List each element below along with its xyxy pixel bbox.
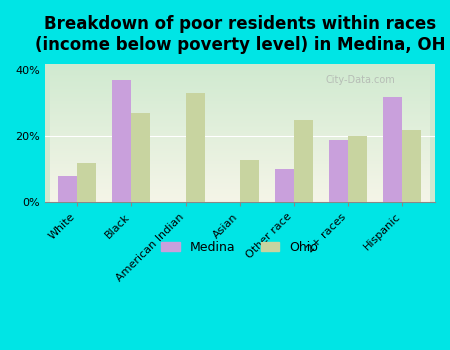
Legend: Medina, Ohio: Medina, Ohio [156,236,323,259]
Bar [112,80,131,202]
Bar [58,176,77,202]
Bar [294,120,313,202]
Text: City-Data.com: City-Data.com [326,75,396,85]
Bar [348,136,367,202]
Bar [185,93,205,202]
Bar [329,140,348,202]
Bar [383,97,402,202]
Bar [77,163,96,202]
Bar [131,113,150,202]
Bar [240,160,259,202]
Bar [402,130,422,202]
Title: Breakdown of poor residents within races
(income below poverty level) in Medina,: Breakdown of poor residents within races… [35,15,445,54]
Bar [275,169,294,202]
